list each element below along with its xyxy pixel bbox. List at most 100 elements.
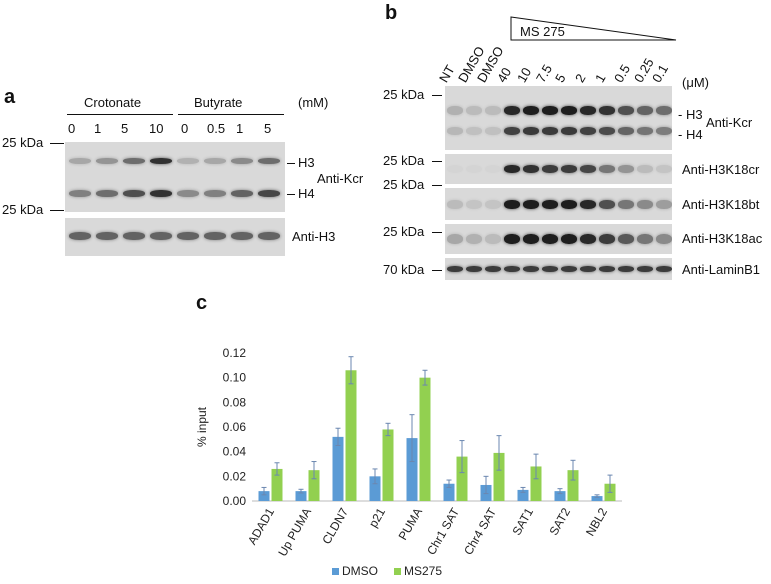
blot-band — [485, 200, 501, 209]
lane-label-a: 1 — [94, 121, 102, 136]
bar-dmso — [369, 476, 381, 501]
h4-label-a: H4 — [298, 186, 315, 201]
bar-dmso — [591, 496, 603, 501]
blot-band — [504, 106, 520, 115]
blot-band — [637, 234, 653, 244]
bar-ms275 — [456, 456, 468, 501]
blot-band — [542, 106, 558, 115]
blot-band — [580, 200, 596, 209]
blot-band — [580, 127, 596, 135]
x-tick-label: p21 — [366, 505, 388, 530]
blot-anti-h3k18bt — [445, 188, 672, 220]
bar-ms275 — [567, 470, 579, 501]
bar-ms275 — [271, 468, 283, 501]
lane-label-b: 5 — [552, 71, 569, 85]
blot-anti-h3k18ac — [445, 224, 672, 254]
blot-band — [150, 158, 172, 164]
lane-label-a: 0.5 — [207, 121, 226, 136]
bar-dmso — [443, 483, 455, 501]
blot-band — [231, 190, 253, 197]
blot-band — [523, 200, 539, 209]
marker-tick-a1 — [50, 143, 64, 144]
blot-band — [523, 234, 539, 244]
lane-label-b: 7.5 — [533, 61, 556, 85]
blot-band — [204, 190, 226, 197]
panel-a-label: a — [4, 86, 16, 108]
blot-band — [485, 165, 501, 173]
x-tick-label: SAT2 — [546, 505, 573, 538]
blot-band — [542, 127, 558, 135]
crotonate-label: Crotonate — [84, 95, 142, 110]
blot-band — [96, 232, 118, 240]
unit-label-b: (μM) — [682, 75, 709, 90]
blot-band — [523, 106, 539, 115]
blot-band — [618, 200, 634, 209]
blot-band — [637, 127, 653, 135]
legend-swatch-ms275 — [394, 568, 401, 575]
crotonate-line — [67, 114, 173, 115]
blot-band — [523, 266, 539, 272]
marker-tick-b1 — [432, 95, 442, 96]
panel-c-label: c — [196, 292, 208, 314]
x-tick-label: SAT1 — [509, 505, 536, 538]
blot-band — [466, 106, 482, 115]
blot-band — [656, 200, 672, 209]
ms275-label: MS 275 — [520, 24, 565, 39]
blot-band — [150, 190, 172, 197]
blot-band — [466, 165, 482, 173]
blot-band — [542, 165, 558, 173]
blot-band — [69, 232, 91, 240]
bar-ms275 — [419, 377, 431, 501]
blot-band — [599, 200, 615, 209]
y-tick-label: 0.00 — [223, 494, 247, 508]
blot-band — [656, 234, 672, 244]
blot-band — [447, 266, 463, 272]
legend-label-dmso: DMSO — [342, 564, 378, 578]
blot-band — [231, 232, 253, 240]
blot-band — [637, 200, 653, 209]
antibody-kcr-a: Anti-Kcr — [317, 171, 364, 186]
blot-anti-h3k18cr — [445, 154, 672, 184]
y-tick-label: 0.06 — [223, 420, 247, 434]
y-tick-label: 0.12 — [223, 346, 247, 360]
marker-tick-b3 — [432, 185, 442, 186]
blot-band — [447, 127, 463, 135]
blot-band — [177, 190, 199, 197]
blot-band — [523, 165, 539, 173]
x-tick-label: Up PUMA — [275, 506, 314, 559]
blot-band — [177, 232, 199, 240]
blot-band — [599, 234, 615, 244]
marker-b3: 25 kDa — [383, 177, 425, 192]
unit-label-a: (mM) — [298, 95, 329, 110]
blot-band — [466, 266, 482, 272]
blot-band — [523, 127, 539, 135]
y-tick-label: 0.08 — [223, 395, 247, 409]
lane-label-a: 0 — [68, 121, 76, 136]
blot-band — [177, 158, 199, 164]
blot-band — [447, 106, 463, 115]
lane-label-a: 5 — [264, 121, 272, 136]
blot-band — [637, 106, 653, 115]
blot-band — [580, 165, 596, 173]
blot-band — [637, 266, 653, 272]
lane-label-b: 1 — [592, 71, 609, 85]
blot-anti-laminb1 — [445, 258, 672, 280]
butyrate-label: Butyrate — [194, 95, 243, 110]
marker-b2: 25 kDa — [383, 153, 425, 168]
blot-band — [504, 165, 520, 173]
blot-band — [561, 127, 577, 135]
bar-dmso — [554, 491, 566, 501]
blot-band — [637, 165, 653, 173]
marker-a2: 25 kDa — [2, 202, 44, 217]
blot-band — [504, 234, 520, 244]
x-tick-label: Chr4 SAT — [461, 505, 499, 557]
lane-label-a: 5 — [121, 121, 129, 136]
x-tick-label: PUMA — [396, 506, 425, 543]
blot-band — [204, 158, 226, 164]
blot-band — [656, 165, 672, 173]
butyrate-line — [178, 114, 284, 115]
marker-a1: 25 kDa — [2, 135, 44, 150]
blot-band — [561, 234, 577, 244]
blot-band — [618, 266, 634, 272]
blot-band — [599, 127, 615, 135]
